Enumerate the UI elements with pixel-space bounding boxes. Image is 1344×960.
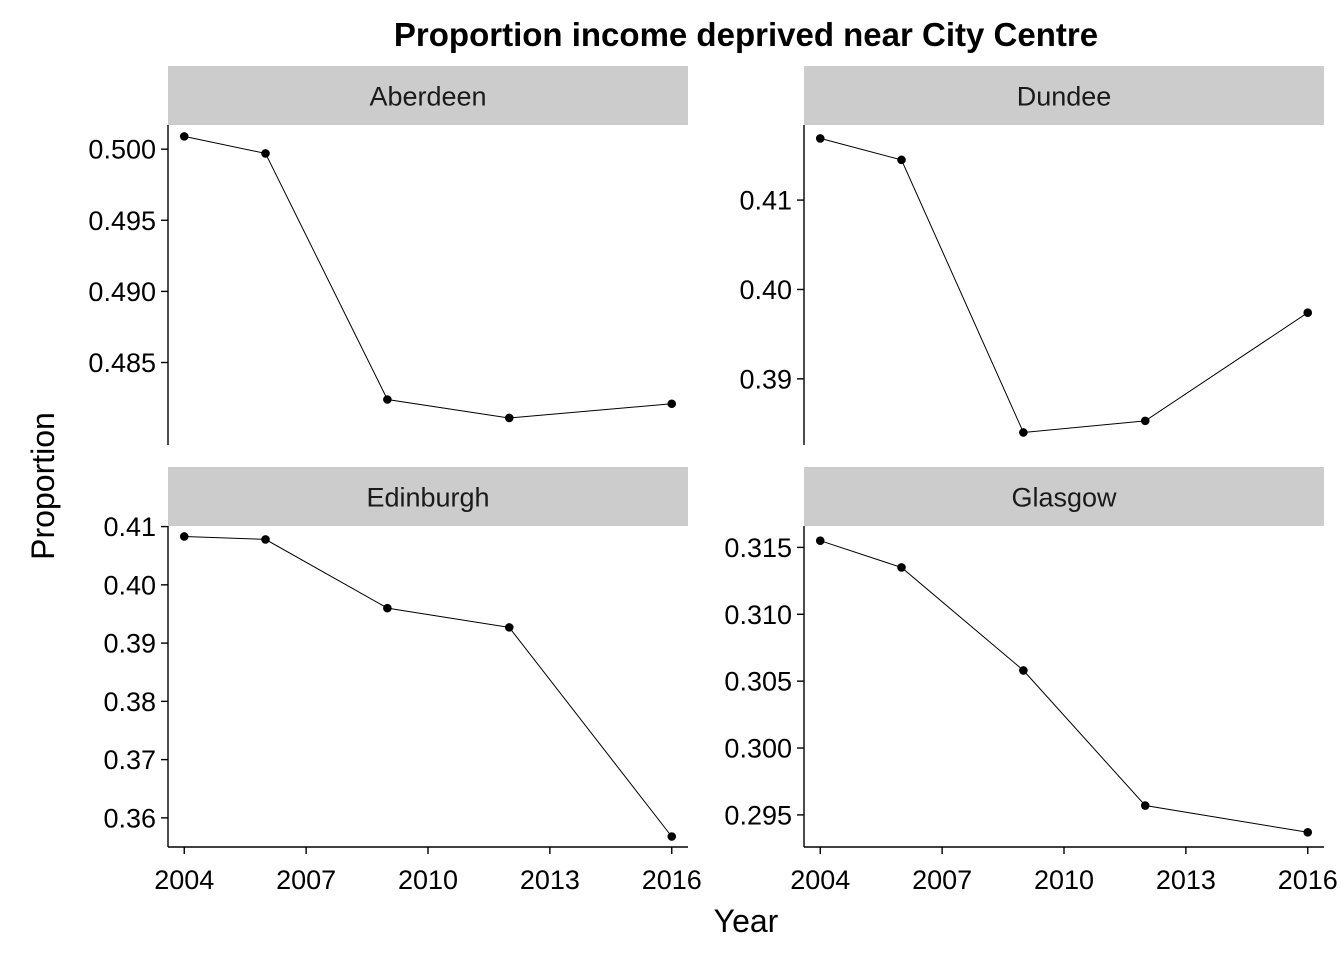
y-tick-label-edinburgh: 0.40 [103,570,156,600]
strip-aberdeen [168,66,688,125]
y-tick-label-glasgow: 0.315 [724,533,792,563]
y-tick-label-aberdeen: 0.500 [88,135,156,165]
series-line-dundee [820,137,1308,434]
y-tick-label-edinburgh: 0.36 [103,803,156,833]
series-line-aberdeen [184,135,672,419]
x-tick-label-edinburgh: 2013 [520,865,580,895]
y-tick-label-edinburgh: 0.39 [103,629,156,659]
strip-label-dundee: Dundee [1017,82,1112,112]
data-point-dundee-2004 [815,134,825,143]
data-point-aberdeen-2006 [261,149,270,158]
y-tick-label-edinburgh: 0.37 [103,745,156,775]
strip-label-aberdeen: Aberdeen [369,82,486,112]
y-tick-label-edinburgh: 0.38 [103,687,156,717]
data-point-dundee-2016 [1303,308,1313,318]
y-tick-label-glasgow: 0.300 [724,734,792,764]
data-point-aberdeen-2016 [667,399,677,409]
y-tick-label-glasgow: 0.305 [724,667,792,697]
data-point-glasgow-2012 [1140,801,1150,810]
data-point-glasgow-2006 [897,563,906,572]
data-point-edinburgh-2016 [667,832,677,841]
panel-glasgow: Glasgow 0.295 0.300 0.305 0.310 0.315 2004 2007… [724,467,1338,895]
series-line-glasgow [820,540,1308,833]
x-tick-label-glasgow: 2007 [912,865,972,895]
y-tick-label-edinburgh: 0.41 [103,512,156,542]
y-tick-label-glasgow: 0.295 [724,800,792,830]
chart-title: Proportion income deprived near City Cen… [394,16,1098,53]
x-axis-title: Year [714,903,779,939]
strip-edinburgh [168,467,688,526]
panel-dundee: Dundee 0.39 0.40 0.41 [739,66,1324,445]
data-point-glasgow-2004 [815,536,825,546]
x-tick-label-edinburgh: 2004 [154,865,214,895]
y-tick-label-dundee: 0.40 [739,275,792,305]
x-tick-label-glasgow: 2016 [1278,865,1338,895]
x-tick-label-glasgow: 2004 [790,865,850,895]
x-tick-label-edinburgh: 2016 [642,865,702,895]
data-point-glasgow-2016 [1303,827,1313,837]
data-point-edinburgh-2009 [383,603,392,613]
strip-dundee [804,66,1324,125]
y-tick-label-dundee: 0.39 [739,364,792,394]
y-tick-label-aberdeen: 0.485 [88,348,156,378]
y-tick-label-dundee: 0.41 [739,186,792,216]
data-point-aberdeen-2012 [504,413,514,423]
data-point-dundee-2012 [1140,416,1150,426]
data-point-edinburgh-2004 [179,532,189,541]
data-point-dundee-2009 [1019,428,1028,437]
y-tick-label-glasgow: 0.310 [724,600,792,630]
y-tick-label-aberdeen: 0.490 [88,277,156,307]
x-tick-label-edinburgh: 2010 [398,865,458,895]
strip-label-edinburgh: Edinburgh [366,483,489,513]
data-point-glasgow-2009 [1019,666,1028,675]
data-point-aberdeen-2009 [383,395,392,404]
data-point-aberdeen-2004 [179,132,189,141]
data-point-edinburgh-2012 [504,623,514,632]
x-tick-label-glasgow: 2013 [1156,865,1216,895]
panel-aberdeen: Aberdeen 0.485 0.490 0.495 0.500 [88,66,688,445]
panel-edinburgh: Edinburgh 0.36 0.37 0.38 0.39 0.40 0.41 2004 200… [103,467,702,895]
x-tick-label-edinburgh: 2007 [276,865,336,895]
x-tick-label-glasgow: 2010 [1034,865,1094,895]
data-point-edinburgh-2006 [261,535,270,544]
facet-panels: Aberdeen 0.485 0.490 0.495 0.500 Dundee 0.39 0.… [88,66,1338,895]
y-axis-title: Proportion [25,412,61,560]
y-tick-label-aberdeen: 0.495 [88,206,156,236]
data-point-dundee-2006 [897,155,906,165]
strip-glasgow [804,467,1324,526]
strip-label-glasgow: Glasgow [1011,483,1117,513]
series-line-edinburgh [184,536,673,837]
